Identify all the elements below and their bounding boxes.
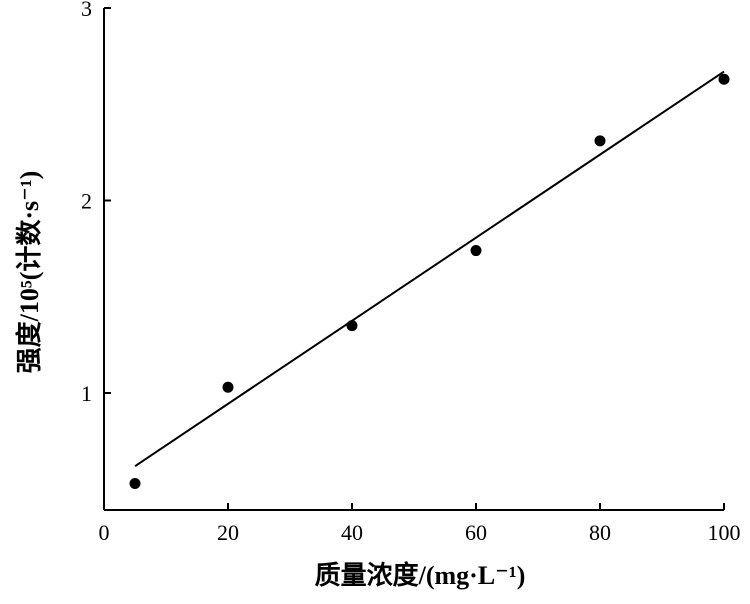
y-axis-title: 强度/10⁵(计数·s⁻¹)	[14, 171, 44, 374]
axis-ticks: 0 20 40 60 80 100 1 2 3	[81, 0, 741, 545]
data-point	[346, 320, 358, 332]
x-tick-label: 20	[217, 520, 239, 545]
fit-line	[134, 70, 725, 467]
x-tick-label: 80	[589, 520, 611, 545]
data-points	[129, 73, 730, 489]
x-tick-label: 40	[341, 520, 363, 545]
y-tick-label: 2	[81, 189, 92, 214]
data-point	[718, 73, 730, 85]
fit-line-group	[134, 70, 725, 467]
x-tick-label: 60	[465, 520, 487, 545]
data-point	[222, 381, 234, 393]
x-axis-title: 质量浓度/(mg·L⁻¹)	[315, 560, 526, 590]
x-tick-label: 100	[708, 520, 741, 545]
y-tick-label: 3	[81, 0, 92, 21]
x-tick-label: 0	[99, 520, 110, 545]
data-point	[470, 245, 482, 257]
data-point	[594, 135, 606, 147]
data-point	[129, 477, 141, 489]
y-tick-label: 1	[81, 381, 92, 406]
